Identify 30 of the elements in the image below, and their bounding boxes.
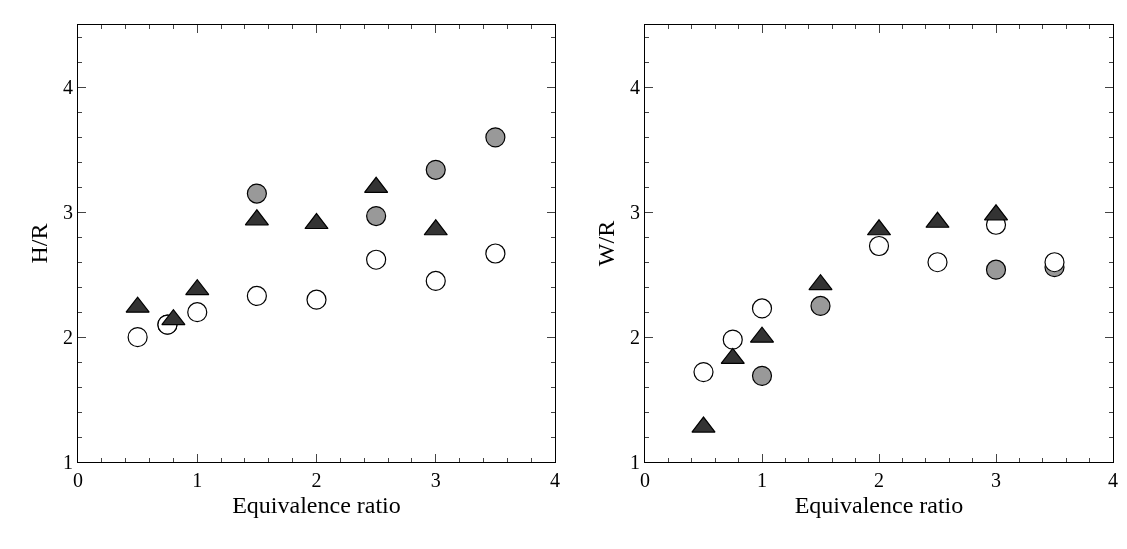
x-tick-label: 1 (757, 469, 767, 492)
x-axis-title: Equivalence ratio (794, 492, 964, 519)
y-tick-label: 2 (629, 326, 640, 349)
x-tick-label: 0 (640, 469, 650, 492)
y-tick-label: 3 (629, 201, 640, 224)
point (985, 259, 1007, 280)
point (425, 159, 446, 180)
y-tick-label: 1 (62, 451, 73, 473)
x-tick-label: 4 (1108, 469, 1118, 492)
x-tick-label: 3 (991, 469, 1001, 492)
point (246, 183, 267, 204)
y-tick-label: 3 (62, 201, 73, 224)
y-axis-title: W/R (593, 220, 619, 267)
y-tick-label: 1 (629, 451, 640, 473)
y-axis-title: H/R (26, 223, 52, 264)
x-tick-label: 1 (192, 469, 203, 492)
x-tick-label: 4 (550, 469, 560, 492)
point (366, 205, 387, 227)
x-tick-label: 0 (73, 469, 83, 492)
point (485, 127, 506, 148)
x-axis-title: Equivalence ratio (232, 492, 401, 519)
y-tick-label: 4 (629, 76, 640, 99)
x-tick-label: 2 (874, 469, 884, 492)
point (1044, 252, 1065, 273)
x-tick-label: 3 (430, 469, 441, 492)
x-tick-label: 2 (311, 469, 322, 492)
y-tick-label: 2 (62, 326, 73, 349)
point (751, 365, 773, 386)
y-tick-label: 4 (62, 76, 73, 99)
point (810, 295, 831, 317)
